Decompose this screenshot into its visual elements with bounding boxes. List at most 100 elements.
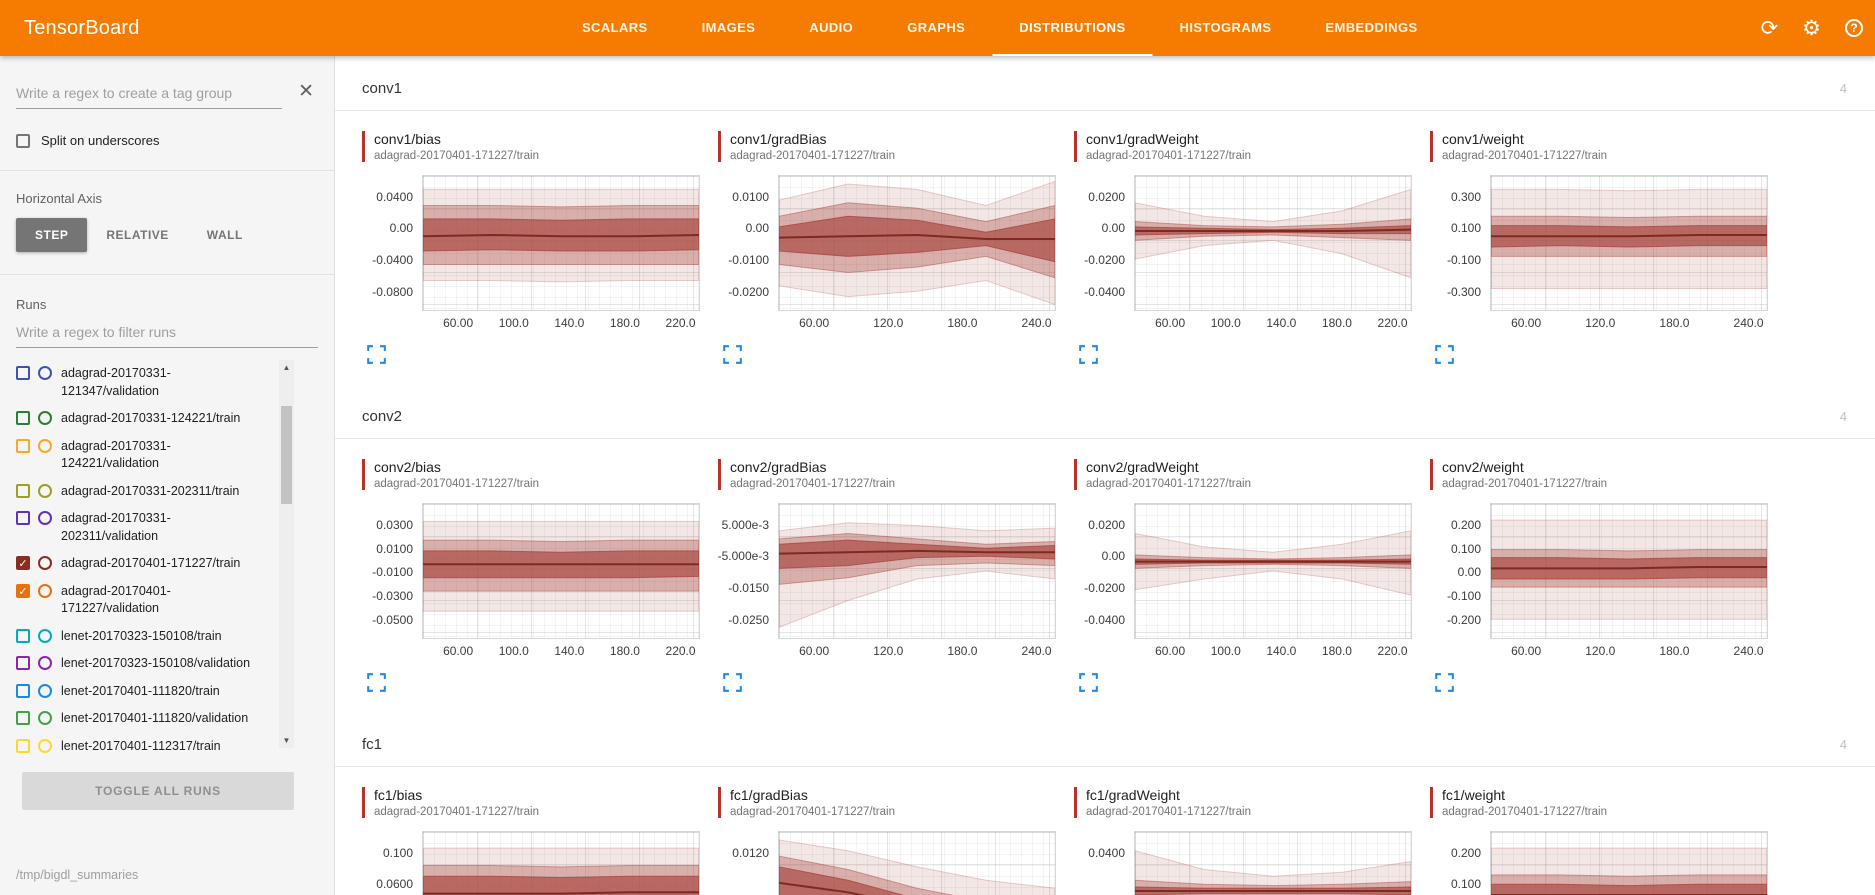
run-color-circle-icon[interactable] (38, 438, 52, 453)
tab-images[interactable]: IMAGES (701, 19, 756, 35)
scroll-down-arrow-icon[interactable]: ▼ (282, 736, 291, 745)
chart-title: fc1/bias (374, 787, 423, 803)
y-tick-label: 0.00 (745, 221, 769, 236)
x-tick-label: 100.0 (1210, 316, 1241, 330)
expand-chart-button[interactable] (723, 345, 742, 364)
run-checkbox[interactable] (16, 438, 30, 453)
expand-chart-button[interactable] (1079, 673, 1098, 692)
tag-regex-input[interactable] (16, 79, 283, 109)
distribution-plot[interactable] (1490, 831, 1768, 895)
expand-chart-button[interactable] (367, 345, 386, 364)
run-item[interactable]: adagrad-20170331-202311/train (16, 478, 260, 506)
run-checkbox[interactable] (16, 483, 30, 498)
run-item[interactable]: adagrad-20170331-202311/validation (16, 505, 260, 550)
axis-button-step[interactable]: STEP (16, 218, 88, 252)
axis-button-relative[interactable]: RELATIVE (87, 218, 187, 252)
run-checkbox[interactable] (16, 683, 30, 698)
run-checkbox-checked[interactable]: ✓ (16, 556, 30, 570)
y-tick-label: 0.0200 (1088, 189, 1125, 204)
run-color-circle-icon[interactable] (38, 556, 52, 570)
chart-title: fc1/gradBias (730, 787, 808, 803)
run-checkbox[interactable] (16, 711, 30, 725)
fullscreen-icon (367, 673, 386, 692)
distribution-plot[interactable] (1134, 503, 1412, 639)
section-header[interactable]: conv2 4 (335, 396, 1875, 438)
section-header[interactable]: fc1 4 (335, 724, 1875, 766)
run-label: adagrad-20170331-121347/validation (61, 366, 171, 398)
distribution-plot[interactable] (778, 831, 1056, 895)
distribution-chart-card: conv1/gradBias adagrad-20170401-171227/t… (718, 131, 1056, 370)
runs-regex-input[interactable] (16, 318, 318, 348)
run-item[interactable]: lenet-20170401-111820/train (16, 678, 260, 706)
run-item[interactable]: ✓ adagrad-20170401-171227/validation (16, 578, 260, 623)
run-color-circle-icon[interactable] (38, 483, 52, 498)
distribution-plot[interactable] (1490, 175, 1768, 311)
distribution-plot[interactable] (778, 503, 1056, 639)
run-item[interactable]: adagrad-20170331-124221/validation (16, 433, 260, 478)
tab-embeddings[interactable]: EMBEDDINGS (1325, 19, 1418, 35)
toggle-all-runs-button[interactable]: TOGGLE ALL RUNS (22, 772, 294, 810)
run-checkbox[interactable] (16, 411, 30, 425)
run-item[interactable]: adagrad-20170331-121347/validation (16, 360, 260, 405)
distribution-plot[interactable] (422, 503, 700, 639)
run-label: adagrad-20170331-124221/validation (61, 438, 171, 471)
log-directory: /tmp/bigdl_summaries (16, 868, 139, 882)
expand-chart-button[interactable] (367, 673, 386, 692)
chart-title: conv1/gradBias (730, 131, 827, 147)
run-checkbox[interactable] (16, 628, 30, 643)
distribution-plot[interactable] (1490, 503, 1768, 639)
run-item[interactable]: lenet-20170401-111820/validation (16, 705, 260, 733)
run-color-circle-icon[interactable] (38, 583, 52, 598)
run-item[interactable]: lenet-20170323-150108/validation (16, 650, 260, 678)
y-tick-label: -0.300 (1446, 284, 1481, 299)
run-checkbox[interactable] (16, 738, 30, 753)
tab-distributions[interactable]: DISTRIBUTIONS (992, 0, 1153, 56)
refresh-icon[interactable]: ⟳ (1760, 16, 1779, 40)
scroll-up-arrow-icon[interactable]: ▲ (282, 363, 291, 372)
axis-button-wall[interactable]: WALL (188, 218, 262, 252)
tab-audio[interactable]: AUDIO (809, 19, 854, 35)
tab-graphs[interactable]: GRAPHS (907, 19, 966, 35)
run-color-circle-icon[interactable] (38, 683, 52, 698)
scrollbar-thumb[interactable] (281, 406, 292, 504)
distribution-plot[interactable] (422, 831, 700, 895)
run-color-circle-icon[interactable] (38, 711, 52, 725)
expand-chart-button[interactable] (723, 673, 742, 692)
run-color-circle-icon[interactable] (38, 656, 52, 670)
distribution-plot[interactable] (1134, 831, 1412, 895)
distribution-plot[interactable] (422, 175, 700, 311)
run-item[interactable]: lenet-20170323-150108/train (16, 623, 260, 651)
run-color-circle-icon[interactable] (38, 738, 52, 753)
run-item[interactable]: lenet-20170401-112317/train (16, 733, 260, 757)
y-tick-label: -0.0400 (1084, 612, 1125, 627)
expand-chart-button[interactable] (1079, 345, 1098, 364)
run-checkbox-checked[interactable]: ✓ (16, 583, 30, 598)
tab-histograms[interactable]: HISTOGRAMS (1179, 19, 1272, 35)
runs-scrollbar[interactable]: ▲ ▼ (279, 360, 294, 748)
help-icon[interactable]: ? (1845, 19, 1863, 37)
chart-x-axis: 60.00 120.0 180.0 240.0 (778, 639, 1056, 660)
run-color-circle-icon[interactable] (38, 511, 52, 525)
y-tick-label: -0.100 (1446, 589, 1481, 604)
chart-header: conv2/gradWeight adagrad-20170401-171227… (1074, 459, 1412, 490)
run-checkbox[interactable] (16, 656, 30, 670)
close-icon[interactable]: ✕ (298, 81, 314, 102)
run-label: adagrad-20170331-202311/validation (61, 511, 171, 543)
split-underscores-checkbox[interactable] (16, 133, 30, 148)
run-color-circle-icon[interactable] (38, 628, 52, 643)
distribution-chart-card: conv2/bias adagrad-20170401-171227/train… (362, 459, 700, 698)
run-color-circle-icon[interactable] (38, 411, 52, 425)
settings-gear-icon[interactable]: ⚙ (1802, 16, 1821, 40)
run-item[interactable]: ✓ adagrad-20170401-171227/train (16, 550, 260, 578)
distribution-plot[interactable] (1134, 175, 1412, 311)
tab-scalars[interactable]: SCALARS (581, 19, 648, 35)
run-checkbox[interactable] (16, 366, 30, 380)
run-color-circle-icon[interactable] (38, 366, 52, 380)
run-checkbox[interactable] (16, 511, 30, 525)
expand-chart-button[interactable] (1435, 345, 1454, 364)
section-header[interactable]: conv1 4 (335, 68, 1875, 110)
distribution-chart-card: conv2/gradWeight adagrad-20170401-171227… (1074, 459, 1412, 698)
expand-chart-button[interactable] (1435, 673, 1454, 692)
run-item[interactable]: adagrad-20170331-124221/train (16, 405, 260, 433)
distribution-plot[interactable] (778, 175, 1056, 311)
